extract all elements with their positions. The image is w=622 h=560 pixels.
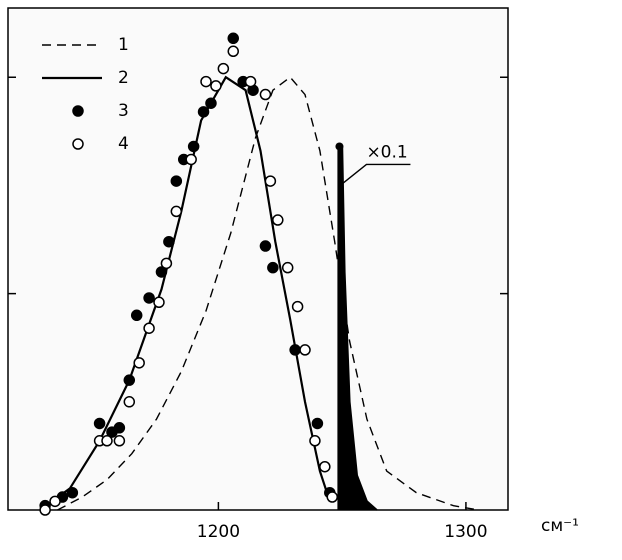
data-point (259, 240, 272, 252)
data-point (143, 292, 155, 304)
data-point (326, 491, 339, 503)
data-point (163, 235, 175, 248)
data-point (281, 261, 294, 274)
data-point (227, 45, 239, 58)
data-point (259, 88, 272, 101)
data-point (155, 266, 168, 278)
legend-label: 2 (118, 68, 129, 88)
x-tick-label: 1300 (444, 522, 487, 542)
series-line (57, 76, 479, 511)
annotation: ×0.1 (366, 142, 407, 162)
plot-frame (7, 7, 509, 511)
data-point (289, 344, 301, 356)
data-point (210, 80, 222, 92)
data-point (170, 205, 183, 218)
x-axis-label: см⁻¹ (541, 516, 579, 536)
data-point (299, 344, 311, 356)
data-point (123, 374, 136, 386)
data-point (39, 504, 51, 516)
annotation-leader (341, 163, 411, 186)
data-point (244, 75, 257, 88)
data-point (130, 309, 143, 322)
data-point (153, 296, 165, 309)
data-point (113, 435, 126, 447)
data-point (311, 417, 324, 430)
series-line (39, 75, 331, 511)
data-point (200, 75, 212, 88)
data-point (272, 214, 284, 226)
data-point (267, 261, 279, 274)
data-point (309, 435, 321, 447)
data-point (133, 357, 145, 369)
x-tick-label: 1200 (197, 522, 240, 542)
data-point (264, 175, 277, 187)
data-point (66, 486, 79, 499)
data-point (197, 106, 210, 118)
legend-marker (72, 138, 84, 150)
data-point (93, 417, 106, 430)
legend-marker (72, 105, 84, 117)
data-point (123, 396, 136, 408)
data-point (205, 97, 217, 109)
data-point (227, 32, 239, 45)
data-point (101, 435, 113, 447)
data-point (291, 300, 304, 313)
data-point (185, 153, 197, 166)
data-point (143, 322, 155, 334)
data-point (217, 62, 230, 75)
legend-label: 3 (118, 101, 129, 121)
data-point (113, 422, 126, 434)
data-point (49, 495, 61, 508)
legend-label: 4 (118, 134, 129, 154)
data-point (170, 175, 183, 187)
data-point (187, 140, 200, 153)
data-point (319, 460, 331, 473)
data-point (160, 257, 173, 270)
legend-label: 1 (118, 35, 129, 55)
narrow-peak-top (335, 142, 344, 151)
